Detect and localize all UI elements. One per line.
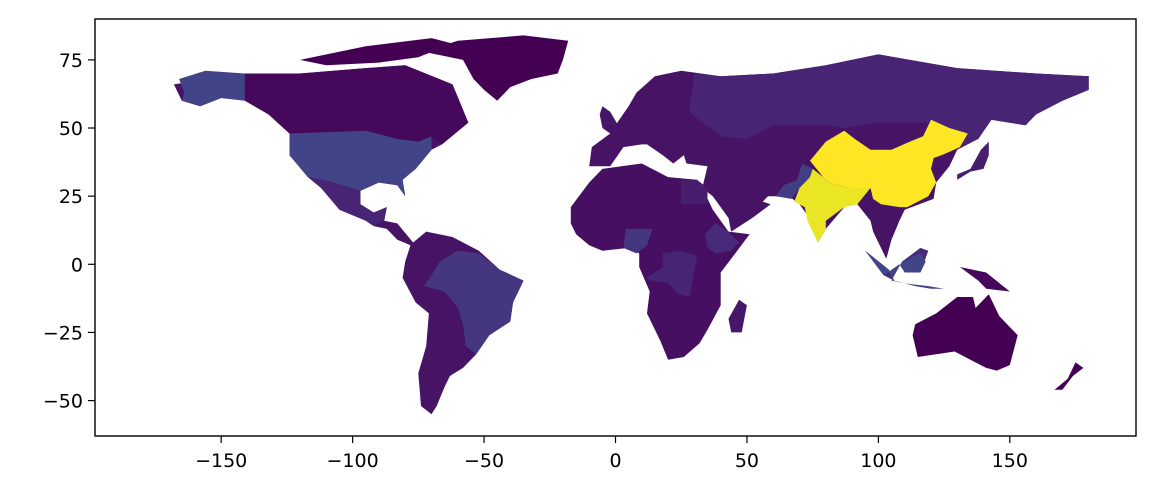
greenland-region bbox=[423, 35, 569, 101]
x-tick-label: −50 bbox=[464, 450, 504, 472]
indonesia-region bbox=[865, 250, 945, 289]
y-tick-label: −25 bbox=[43, 322, 83, 344]
pakistan-region bbox=[775, 163, 813, 199]
china-region bbox=[810, 119, 968, 208]
base-americas-region bbox=[173, 65, 524, 415]
nigeria-region bbox=[623, 228, 653, 254]
japan-region bbox=[957, 141, 989, 180]
y-tick-label: 0 bbox=[71, 254, 83, 276]
india-region bbox=[794, 168, 871, 243]
y-tick-label: −50 bbox=[43, 391, 83, 413]
usa-region bbox=[289, 130, 432, 197]
x-tick-label: 0 bbox=[609, 450, 621, 472]
brazil-region bbox=[423, 250, 524, 355]
australia-region bbox=[912, 294, 1018, 371]
egypt-region bbox=[681, 179, 708, 205]
mexico-region bbox=[307, 177, 387, 227]
madagascar-region bbox=[728, 299, 747, 333]
canada-region bbox=[244, 65, 469, 145]
alaska-region bbox=[179, 70, 245, 107]
axes: −150 −100 −50 0 50 100 150 −50 −25 0 25 50 75 bbox=[43, 18, 1137, 472]
x-tick-label: 150 bbox=[992, 450, 1028, 472]
x-tick-label: 100 bbox=[860, 450, 896, 472]
russia-region bbox=[689, 54, 1089, 148]
x-tick-label: −100 bbox=[327, 450, 379, 472]
congo-region bbox=[647, 250, 697, 297]
y-tick-label: 75 bbox=[59, 50, 83, 72]
newzealand-region bbox=[1054, 362, 1084, 390]
x-tick-label: 50 bbox=[735, 450, 759, 472]
ethiopia-region bbox=[704, 223, 740, 254]
uk-region bbox=[599, 106, 619, 128]
x-tick-label: −150 bbox=[195, 450, 247, 472]
africa-region bbox=[570, 163, 750, 360]
arctic-islands-region bbox=[300, 38, 453, 66]
land-layer bbox=[173, 35, 1089, 415]
y-tick-label: 25 bbox=[59, 186, 83, 208]
newguinea-region bbox=[959, 267, 1010, 292]
y-tick-label: 50 bbox=[59, 118, 83, 140]
